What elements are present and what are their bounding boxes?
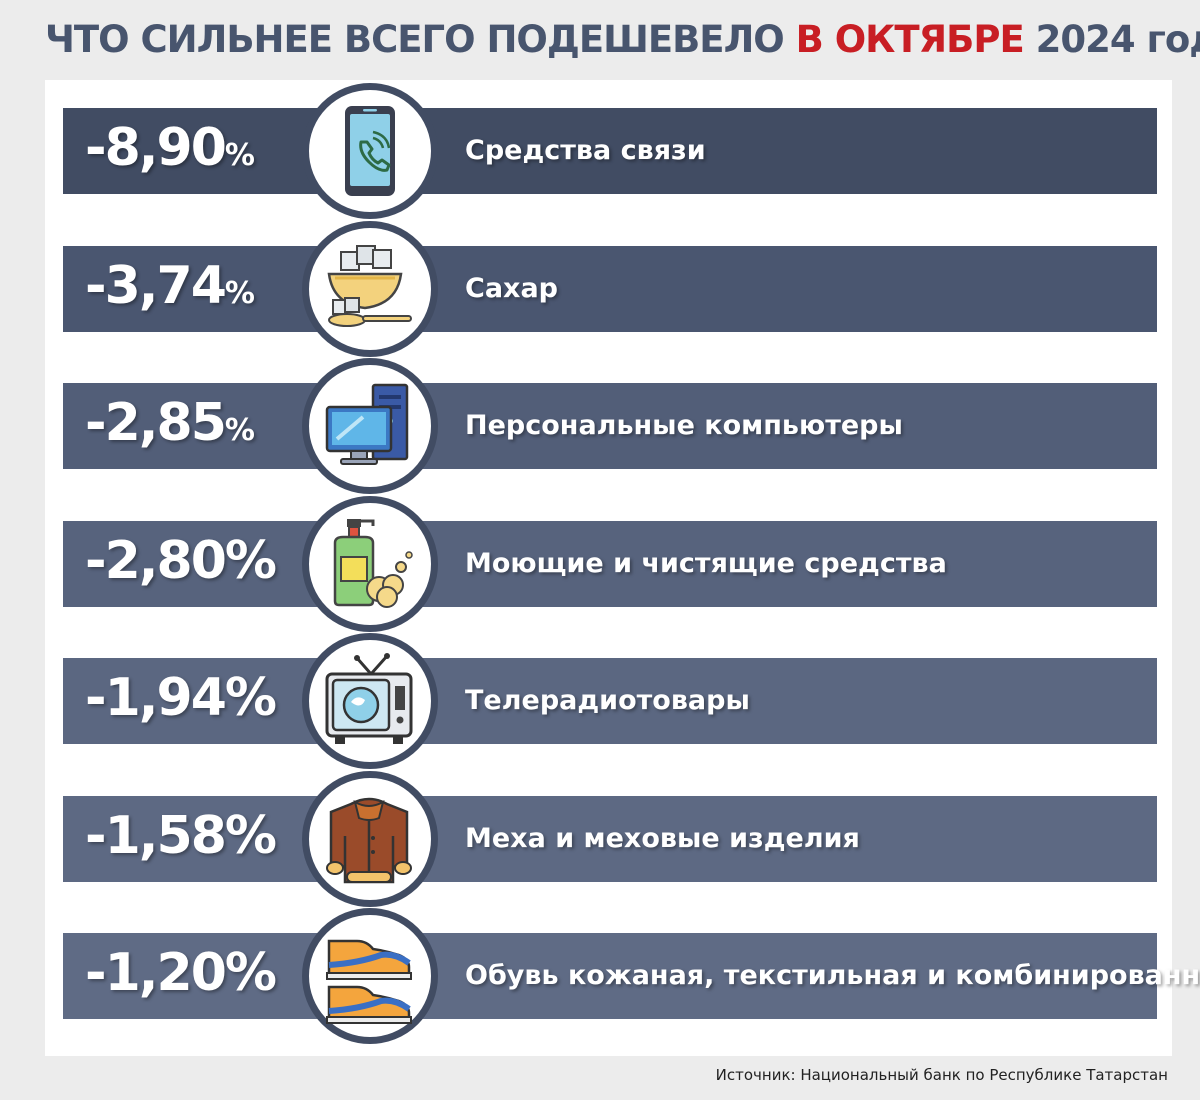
value-number: -2,80 xyxy=(85,530,227,591)
value-label: -8,90% xyxy=(85,118,255,178)
icon-badge xyxy=(302,495,438,632)
icon-badge xyxy=(302,83,438,219)
value-number: -2,85 xyxy=(85,393,227,453)
value-number: -8,90 xyxy=(85,118,227,178)
value-number: -3,74 xyxy=(85,255,227,316)
icon-badge xyxy=(302,770,438,907)
bar-row: -1,20% Обувь кожаная, текстильная и комби… xyxy=(63,933,1200,1019)
category-label: Сахар xyxy=(465,272,558,304)
category-label: Обувь кожаная, текстильная и комбинирова… xyxy=(465,960,1200,991)
value-unit: % xyxy=(224,413,255,448)
value-label: -2,80% xyxy=(85,530,277,591)
value-number: -1,58 xyxy=(85,805,227,866)
bar-row: -1,94% Телерадиотовары xyxy=(63,658,1157,744)
category-label: Моющие и чистящие средства xyxy=(465,547,947,579)
category-label: Персональные компьютеры xyxy=(465,410,903,441)
bar-row: -8,90% Средства связи xyxy=(63,108,1157,194)
sugar-bowl-icon xyxy=(327,244,412,327)
category-label: Телерадиотовары xyxy=(465,685,750,716)
smartphone-icon xyxy=(345,106,395,196)
fur-coat-icon xyxy=(326,797,412,883)
title-highlight: В ОКТЯБРЕ xyxy=(795,18,1025,61)
value-unit: % xyxy=(224,668,277,728)
chart-card: -8,90% Средства связи -3,74% Сахар -2,85% П… xyxy=(45,80,1200,1056)
tv-icon xyxy=(325,653,413,744)
value-label: -1,58% xyxy=(85,805,277,866)
bar-row: -3,74% Сахар xyxy=(63,245,1157,332)
value-label: -1,94% xyxy=(85,668,277,728)
icon-badge xyxy=(302,633,438,769)
bar-row: -2,80% Моющие и чистящие средства xyxy=(63,520,1157,607)
value-unit: % xyxy=(224,943,277,1003)
value-unit: % xyxy=(224,138,255,173)
shoes-icon xyxy=(326,939,412,1024)
page-title: ЧТО СИЛЬНЕЕ ВСЕГО ПОДЕШЕВЕЛО В ОКТЯБРЕ 2… xyxy=(45,18,1200,61)
value-unit: % xyxy=(224,530,277,591)
value-unit: % xyxy=(224,805,277,866)
icon-badge xyxy=(302,358,438,494)
value-unit: % xyxy=(224,275,255,311)
source-note: Источник: Национальный банк по Республик… xyxy=(715,1066,1168,1084)
bar-row: -2,85% Персональные компьютеры xyxy=(63,383,1157,469)
value-label: -2,85% xyxy=(85,393,255,453)
value-label: -1,20% xyxy=(85,943,277,1003)
value-label: -3,74% xyxy=(85,256,255,316)
bar-row: -1,58% Меха и меховые изделия xyxy=(63,795,1157,882)
value-number: -1,20 xyxy=(85,943,227,1003)
title-part1: ЧТО СИЛЬНЕЕ ВСЕГО ПОДЕШЕВЕЛО xyxy=(45,18,796,61)
detergent-icon xyxy=(333,518,413,608)
computer-icon xyxy=(325,383,409,465)
value-number: -1,94 xyxy=(85,668,227,728)
category-label: Меха и меховые изделия xyxy=(465,822,860,854)
icon-badge xyxy=(302,908,438,1044)
title-part2: 2024 года xyxy=(1035,18,1200,61)
icon-badge xyxy=(302,220,438,357)
category-label: Средства связи xyxy=(465,135,706,166)
